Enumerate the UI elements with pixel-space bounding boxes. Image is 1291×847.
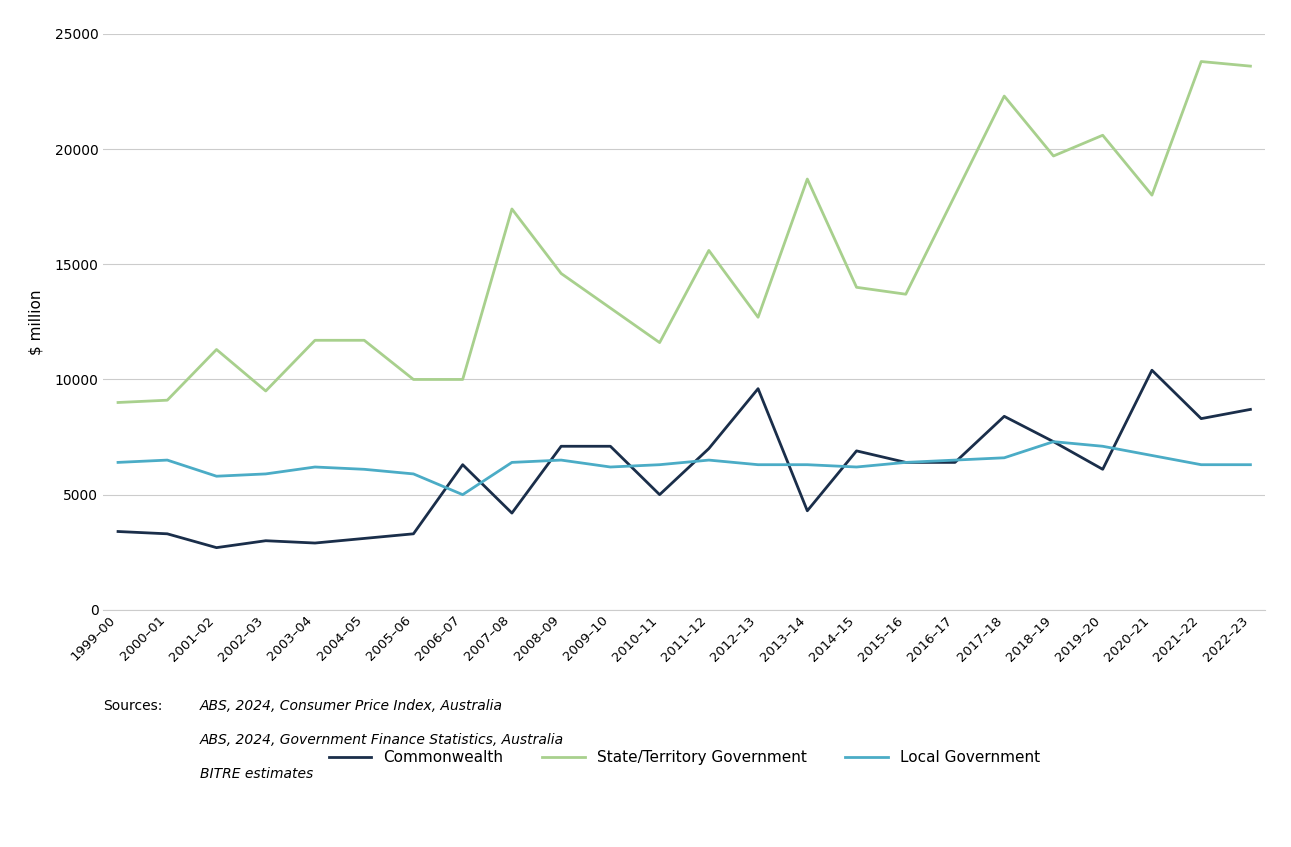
Commonwealth — [1144, 365, 1159, 375]
State/Territory Government — [1046, 151, 1061, 161]
Text: ABS, 2024, Consumer Price Index, Australia: ABS, 2024, Consumer Price Index, Austral… — [200, 699, 503, 713]
Local Government — [652, 460, 667, 470]
Local Government — [1046, 436, 1061, 446]
Line: Local Government: Local Government — [117, 441, 1251, 495]
Local Government — [505, 457, 520, 468]
Local Government — [110, 457, 125, 468]
Commonwealth — [1243, 404, 1259, 414]
State/Territory Government — [454, 374, 470, 385]
State/Territory Government — [1243, 61, 1259, 71]
Text: BITRE estimates: BITRE estimates — [200, 767, 314, 781]
Commonwealth — [750, 384, 766, 394]
Commonwealth — [258, 535, 274, 545]
Local Government — [997, 452, 1012, 462]
Local Government — [701, 455, 717, 465]
Local Government — [356, 464, 372, 474]
Local Government — [1095, 441, 1110, 451]
Commonwealth — [997, 412, 1012, 422]
State/Territory Government — [356, 335, 372, 346]
Commonwealth — [1095, 464, 1110, 474]
State/Territory Government — [505, 204, 520, 214]
Commonwealth — [1193, 413, 1208, 424]
Local Government — [454, 490, 470, 500]
State/Territory Government — [701, 246, 717, 256]
Commonwealth — [652, 490, 667, 500]
Commonwealth — [1046, 436, 1061, 446]
State/Territory Government — [848, 282, 864, 292]
State/Territory Government — [799, 174, 815, 184]
Local Government — [209, 471, 225, 481]
Text: Sources:: Sources: — [103, 699, 163, 713]
Local Government — [1243, 460, 1259, 470]
Local Government — [750, 460, 766, 470]
Local Government — [1144, 451, 1159, 461]
Local Government — [307, 462, 323, 472]
Local Government — [258, 469, 274, 479]
Commonwealth — [701, 444, 717, 454]
State/Territory Government — [160, 395, 176, 405]
Y-axis label: $ million: $ million — [28, 289, 44, 355]
State/Territory Government — [307, 335, 323, 346]
Commonwealth — [454, 460, 470, 470]
Commonwealth — [799, 506, 815, 516]
Commonwealth — [603, 441, 618, 451]
Local Government — [405, 469, 421, 479]
State/Territory Government — [405, 374, 421, 385]
State/Territory Government — [997, 91, 1012, 101]
Commonwealth — [209, 543, 225, 553]
State/Territory Government — [1144, 190, 1159, 200]
Legend: Commonwealth, State/Territory Government, Local Government: Commonwealth, State/Territory Government… — [323, 745, 1046, 772]
Local Government — [948, 455, 963, 465]
Line: State/Territory Government: State/Territory Government — [117, 62, 1251, 402]
Local Government — [554, 455, 569, 465]
State/Territory Government — [750, 313, 766, 323]
Commonwealth — [160, 529, 176, 539]
Commonwealth — [899, 457, 914, 468]
State/Territory Government — [948, 190, 963, 200]
Commonwealth — [405, 529, 421, 539]
Commonwealth — [948, 457, 963, 468]
Commonwealth — [848, 446, 864, 456]
State/Territory Government — [1193, 57, 1208, 67]
State/Territory Government — [899, 289, 914, 299]
Commonwealth — [307, 538, 323, 548]
State/Territory Government — [110, 397, 125, 407]
Text: ABS, 2024, Government Finance Statistics, Australia: ABS, 2024, Government Finance Statistics… — [200, 733, 564, 747]
Local Government — [799, 460, 815, 470]
Commonwealth — [505, 508, 520, 518]
Line: Commonwealth: Commonwealth — [117, 370, 1251, 548]
State/Territory Government — [1095, 130, 1110, 141]
Local Government — [603, 462, 618, 472]
Commonwealth — [356, 534, 372, 544]
Commonwealth — [110, 527, 125, 537]
Local Government — [1193, 460, 1208, 470]
Local Government — [848, 462, 864, 472]
Local Government — [899, 457, 914, 468]
Commonwealth — [554, 441, 569, 451]
Local Government — [160, 455, 176, 465]
State/Territory Government — [554, 268, 569, 279]
State/Territory Government — [258, 386, 274, 396]
State/Territory Government — [603, 303, 618, 313]
State/Territory Government — [209, 345, 225, 355]
State/Territory Government — [652, 337, 667, 347]
